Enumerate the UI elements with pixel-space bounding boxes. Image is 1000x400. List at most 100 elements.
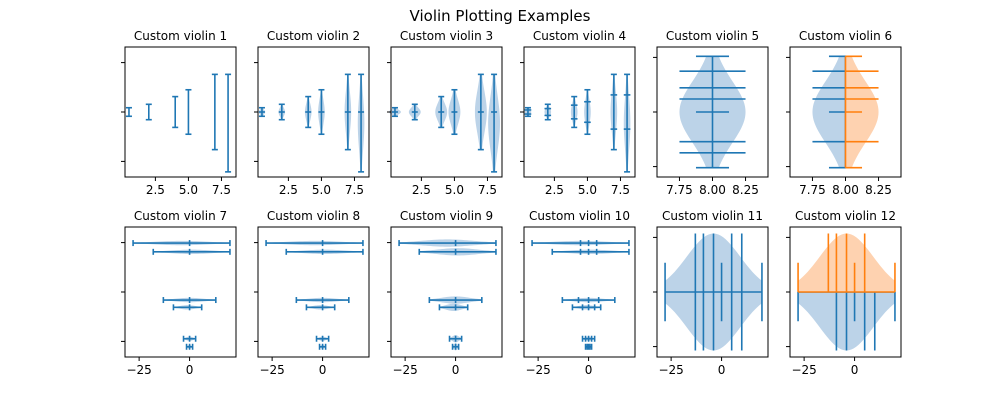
violin <box>211 73 218 151</box>
violin <box>551 248 630 255</box>
violin <box>408 103 421 121</box>
violin <box>304 95 312 129</box>
subplot-title: Custom violin 7 <box>134 209 227 223</box>
subplot-4: Custom violin 4 2.5 5.0 7.5 <box>520 29 636 197</box>
x-tick-label: 0 <box>186 363 194 377</box>
x-tick-label: 2.5 <box>146 183 165 197</box>
x-tick-label: 5.0 <box>312 183 331 197</box>
violin <box>145 103 152 121</box>
violin <box>844 55 879 169</box>
violin <box>315 335 330 342</box>
subplot-title: Custom violin 10 <box>529 209 630 223</box>
x-tick-label: 5.0 <box>578 183 597 197</box>
violin <box>428 296 483 304</box>
x-tick-label: −25 <box>525 363 550 377</box>
x-tick-label: 0 <box>452 363 460 377</box>
violin <box>474 73 487 151</box>
violin <box>278 103 286 121</box>
violin <box>295 297 350 304</box>
x-tick-label: 0 <box>851 363 859 377</box>
violin <box>125 106 132 118</box>
violin <box>162 297 217 304</box>
x-tick-label: 8.00 <box>699 183 726 197</box>
x-tick-label: −25 <box>791 363 816 377</box>
x-tick-label: 2.5 <box>412 183 431 197</box>
violin <box>584 88 591 136</box>
violin <box>435 95 448 129</box>
violin <box>172 95 179 129</box>
violin <box>258 106 266 118</box>
subplot-11: Custom violin 11 −25 0 <box>653 209 769 377</box>
axes-frame <box>124 226 237 358</box>
x-tick-label: 7.5 <box>478 183 497 197</box>
x-tick-label: −25 <box>658 363 683 377</box>
violin <box>610 73 618 151</box>
violin <box>812 55 847 169</box>
x-tick-label: 8.25 <box>865 183 892 197</box>
violin-body <box>812 56 846 168</box>
violin <box>544 103 552 121</box>
violin <box>623 73 631 173</box>
violin <box>418 248 497 256</box>
violin <box>524 106 532 118</box>
subplot-title: Custom violin 1 <box>134 29 227 43</box>
violin <box>451 343 460 351</box>
x-tick-label: 7.75 <box>799 183 826 197</box>
subplot-10: Custom violin 10 −25 0 <box>520 209 636 377</box>
figure-title: Violin Plotting Examples <box>410 7 591 25</box>
violin <box>182 335 197 342</box>
violin <box>265 240 364 247</box>
subplot-7: Custom violin 7 −25 0 <box>121 209 237 377</box>
x-tick-label: 2.5 <box>279 183 298 197</box>
violin <box>581 335 596 342</box>
x-tick-label: 2.5 <box>545 183 564 197</box>
x-tick-label: 5.0 <box>445 183 464 197</box>
violin-body <box>845 56 879 168</box>
subplot-title: Custom violin 11 <box>662 209 763 223</box>
violin <box>438 303 469 311</box>
x-tick-label: −25 <box>126 363 151 377</box>
x-tick-label: 0 <box>585 363 593 377</box>
subplot-title: Custom violin 5 <box>666 29 759 43</box>
subplot-6: Custom violin 6 7.75 8.00 8.25 <box>786 29 902 197</box>
axes-frame <box>124 46 237 178</box>
violin <box>318 88 325 136</box>
violin <box>185 88 192 136</box>
violin <box>389 106 401 118</box>
violin <box>357 73 365 173</box>
violin <box>531 240 630 247</box>
subplot-12: Custom violin 12 −25 0 <box>786 209 902 377</box>
subplot-title: Custom violin 2 <box>267 29 360 43</box>
violin <box>570 95 578 129</box>
x-tick-label: −25 <box>259 363 284 377</box>
x-tick-label: 7.5 <box>345 183 364 197</box>
violin <box>172 304 203 311</box>
subplot-title: Custom violin 9 <box>400 209 493 223</box>
violin <box>132 240 231 247</box>
x-tick-label: 0 <box>718 363 726 377</box>
x-tick-label: 0 <box>319 363 327 377</box>
violin <box>679 55 746 169</box>
axes-frame <box>257 46 370 178</box>
violin <box>398 239 497 247</box>
violin <box>797 291 896 351</box>
subplot-title: Custom violin 6 <box>799 29 892 43</box>
subplot-title: Custom violin 4 <box>533 29 626 43</box>
x-tick-label: 7.5 <box>611 183 630 197</box>
x-tick-label: −25 <box>392 363 417 377</box>
x-tick-label: 8.00 <box>832 183 859 197</box>
violin <box>664 233 763 351</box>
axes-frame <box>523 46 636 178</box>
subplot-1: Custom violin 1 2.5 5.0 7.5 <box>121 29 237 197</box>
axes-frame <box>257 226 370 358</box>
violin <box>185 343 194 350</box>
x-tick-label: 7.5 <box>212 183 231 197</box>
subplot-grid: Custom violin 1 2.5 5.0 7.5 Custom violin 2 2… <box>121 29 902 377</box>
violin <box>488 73 501 173</box>
subplot-title: Custom violin 12 <box>795 209 896 223</box>
violin <box>305 304 336 311</box>
violin <box>561 297 616 304</box>
violin <box>797 233 896 293</box>
axes-frame <box>523 226 636 358</box>
